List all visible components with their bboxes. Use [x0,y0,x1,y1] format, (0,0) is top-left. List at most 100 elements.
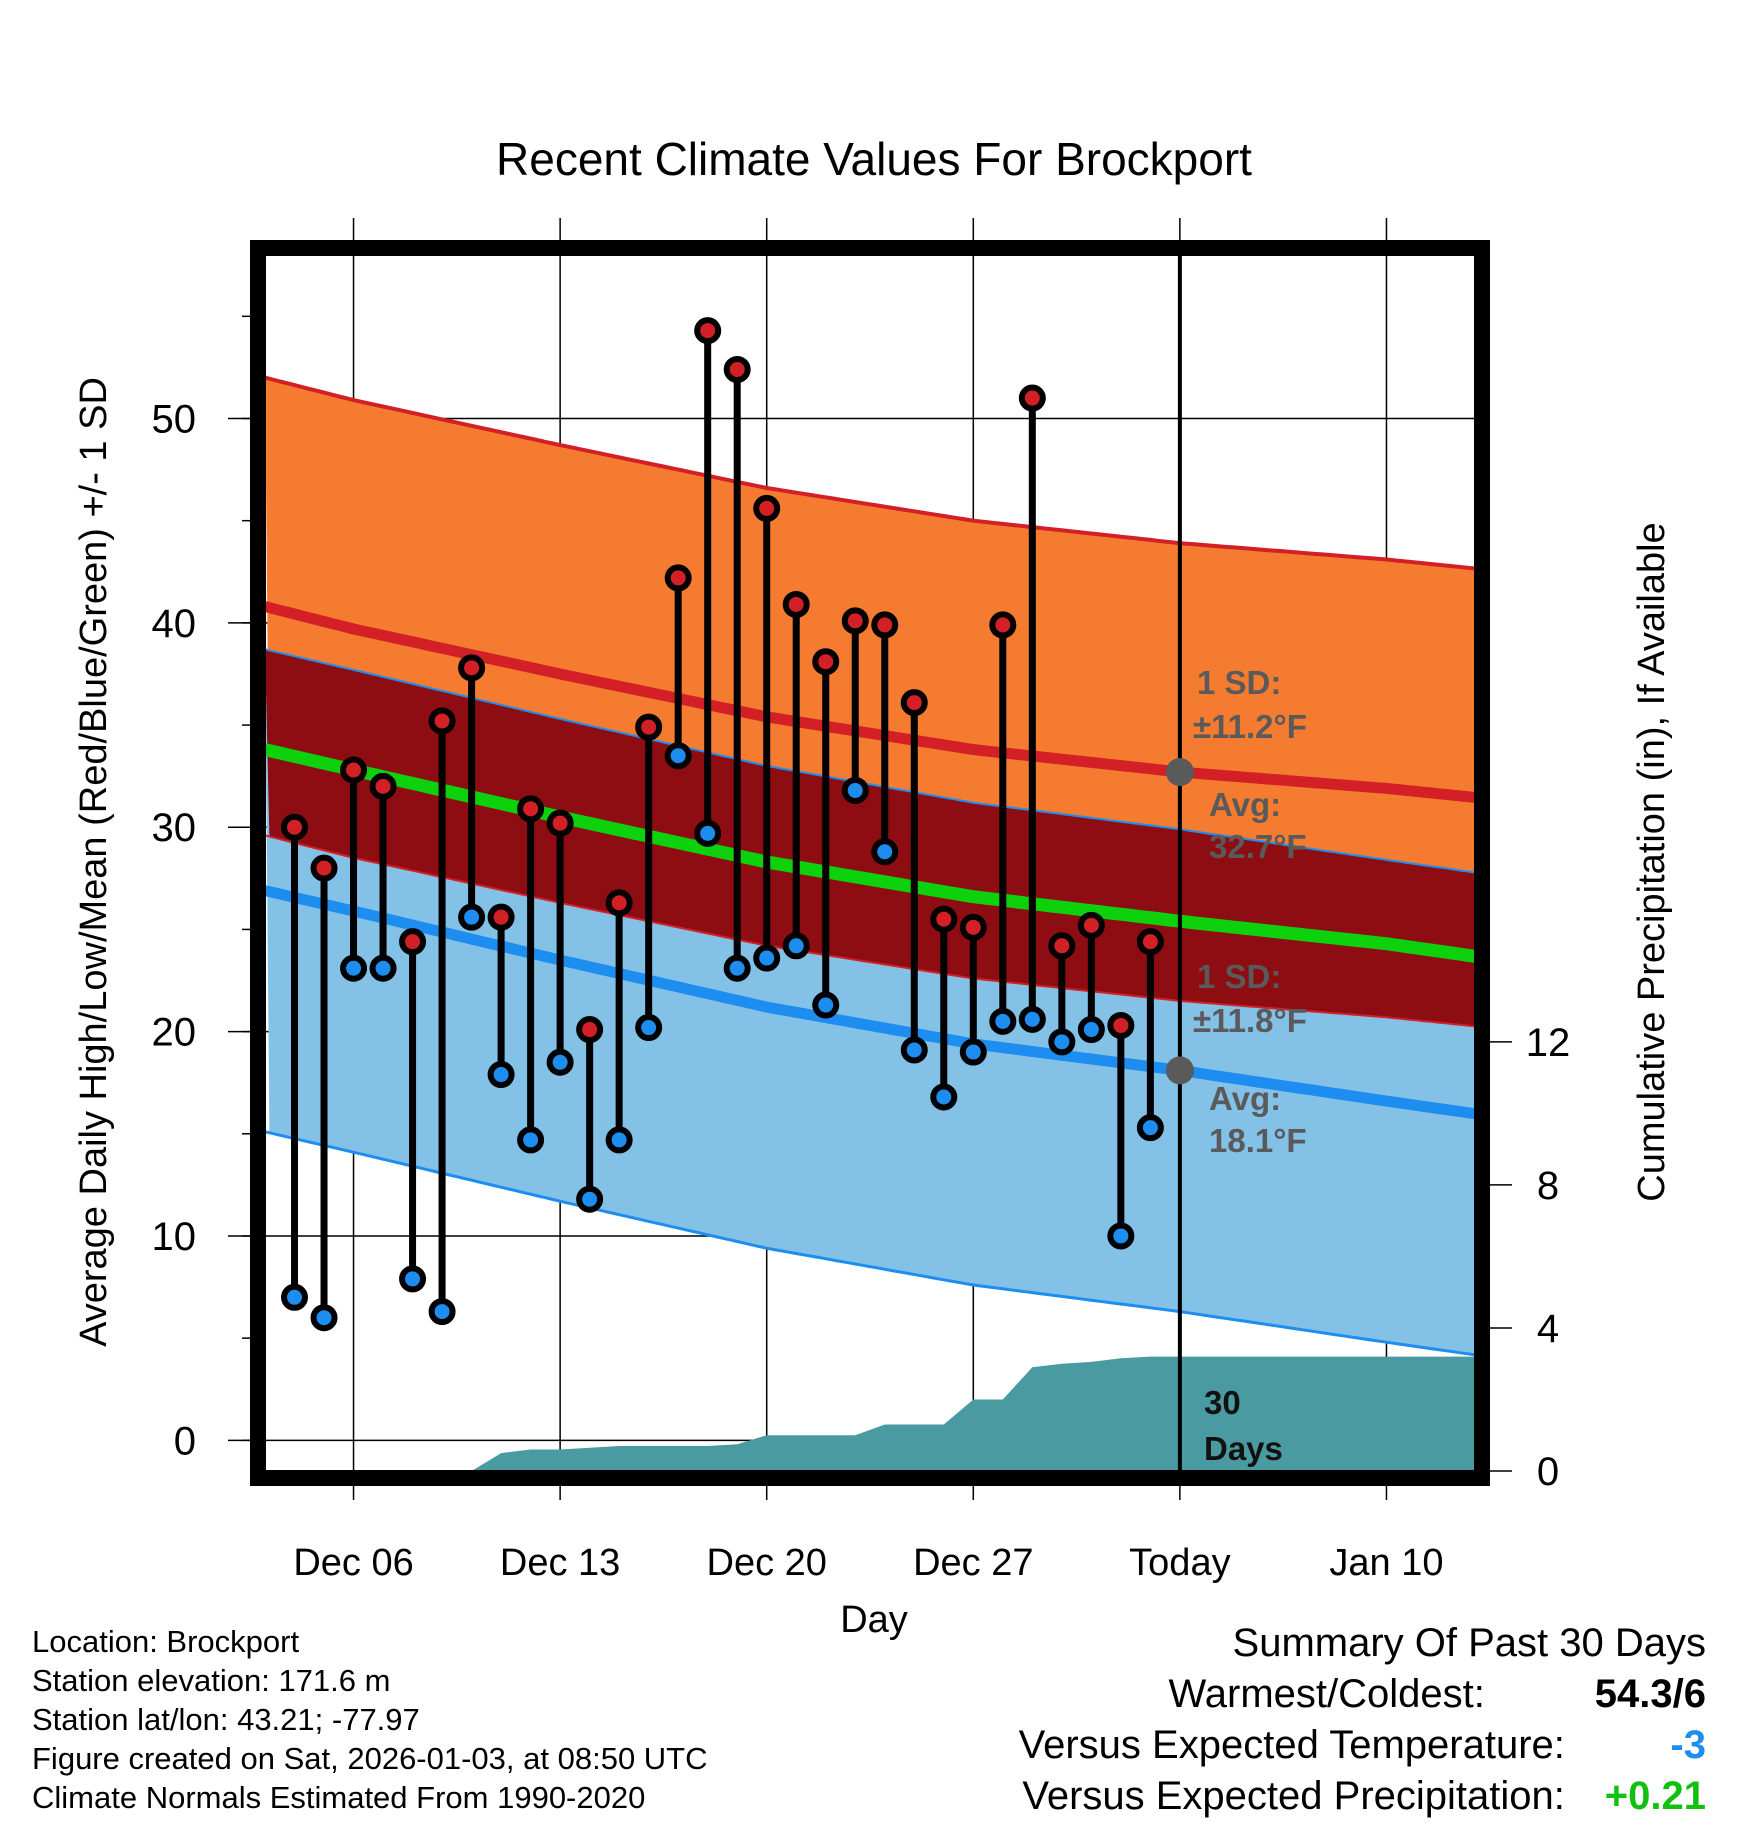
precipitation-label: Versus Expected Precipitation: [1022,1774,1565,1818]
y-right-tick-label: 4 [1537,1307,1559,1351]
low-band-lower-edge [265,1130,1475,1357]
elevation-text: Station elevation: 171.6 m [32,1663,391,1698]
daily-high-point [635,713,663,741]
daily-low-point [605,1126,633,1154]
temperature-value: -3 [1670,1723,1706,1767]
low-avg-value: 18.1°F [1209,1122,1307,1159]
station-info: Location: Brockport Station elevation: 1… [32,1622,708,1817]
daily-high-point [782,590,810,618]
daily-high-point [812,648,840,676]
daily-high-point [1048,932,1076,960]
daily-low-point [841,776,869,804]
y-right-tick-label: 0 [1537,1450,1559,1494]
daily-low-point [1136,1114,1164,1142]
daily-low-point [576,1185,604,1213]
daily-low-point [1107,1222,1135,1250]
daily-high-point [664,564,692,592]
daily-low-point [1077,1016,1105,1044]
daily-low-point [871,838,899,866]
daily-high-point [900,689,928,717]
daily-high-point [723,355,751,383]
daily-low-point [664,742,692,770]
daily-high-point [517,795,545,823]
daily-high-point [989,611,1017,639]
daily-high-point [841,607,869,635]
daily-high-point [399,928,427,956]
low-avg-marker [1165,1056,1194,1085]
daily-high-point [871,611,899,639]
daily-high-point [369,772,397,800]
warmest-coldest-value: 54.3/6 [1594,1672,1706,1716]
daily-low-point [753,944,781,972]
low-avg-label: Avg: [1209,1080,1281,1117]
x-tick-label: Dec 20 [707,1542,827,1584]
x-tick-label: Today [1129,1542,1230,1584]
y-axis-label: Average Daily High/Low/Mean (Red/Blue/Gr… [73,377,115,1347]
daily-low-point [1048,1028,1076,1056]
daily-high-point [458,654,486,682]
daily-high-point [753,494,781,522]
daily-low-point [694,819,722,847]
daily-high-point [694,317,722,345]
x-tick-label: Dec 13 [500,1542,620,1584]
x-tick-label: Jan 10 [1329,1542,1443,1584]
daily-low-point [723,954,751,982]
daily-high-point [1018,384,1046,412]
precipitation-area [265,1356,1475,1471]
high-avg-label: Avg: [1209,786,1281,823]
y-tick-label: 10 [152,1215,197,1259]
daily-high-point [576,1016,604,1044]
low-band-upper-edge [265,648,1475,874]
daily-high-point [546,809,574,837]
normal-high-line [265,601,1475,803]
normals-text: Climate Normals Estimated From 1990-2020 [32,1780,646,1815]
daily-low-point [399,1265,427,1293]
location-text: Location: Brockport [32,1624,300,1659]
daily-high-point [605,889,633,917]
y-right-tick-label: 8 [1537,1164,1559,1208]
overlap-band [265,649,1475,1027]
latlon-text: Station lat/lon: 43.21; -77.97 [32,1702,420,1737]
daily-high-point [1107,1011,1135,1039]
daily-low-point [428,1298,456,1326]
high-band-upper-edge [265,375,1475,571]
y-tick-label: 50 [152,397,197,441]
days-word-label: Days [1204,1430,1283,1467]
summary-panel: Summary Of Past 30 Days Warmest/Coldest:… [1019,1618,1706,1822]
daily-low-point [1018,1005,1046,1033]
x-axis-label: Day [840,1599,908,1641]
high-sd-value: ±11.2°F [1193,708,1307,745]
daily-low-point [782,932,810,960]
daily-high-point [1136,928,1164,956]
daily-low-point [900,1036,928,1064]
daily-low-point [546,1048,574,1076]
x-tick-label: Dec 06 [293,1542,413,1584]
summary-title: Summary Of Past 30 Days [1232,1621,1706,1665]
daily-high-point [1077,911,1105,939]
daily-low-point [517,1126,545,1154]
y-axis-right-label: Cumulative Precipitation (in), If Availa… [1631,522,1673,1201]
daily-low-point [458,903,486,931]
daily-low-point [930,1083,958,1111]
daily-low-point [369,954,397,982]
low-sd-label: 1 SD: [1197,958,1281,995]
y-right-tick-label: 12 [1526,1021,1571,1065]
high-avg-marker [1165,758,1194,787]
daily-low-point [281,1283,309,1311]
daily-low-point [340,954,368,982]
temperature-row: Versus Expected Temperature: -3 [1019,1720,1706,1771]
daily-low-point [989,1007,1017,1035]
high-avg-value: 32.7°F [1209,828,1307,865]
x-tick-label: Dec 27 [913,1542,1033,1584]
precipitation-row: Versus Expected Precipitation: +0.21 [1019,1771,1706,1822]
low-sd-value: ±11.8°F [1193,1002,1307,1039]
y-tick-label: 20 [152,1011,197,1055]
y-tick-label: 40 [152,602,197,646]
daily-low-point [310,1304,338,1332]
daily-low-point [812,991,840,1019]
daily-low-point [959,1038,987,1066]
plot-frame [250,240,1490,1486]
daily-high-point [959,913,987,941]
days-count-label: 30 [1204,1384,1241,1421]
